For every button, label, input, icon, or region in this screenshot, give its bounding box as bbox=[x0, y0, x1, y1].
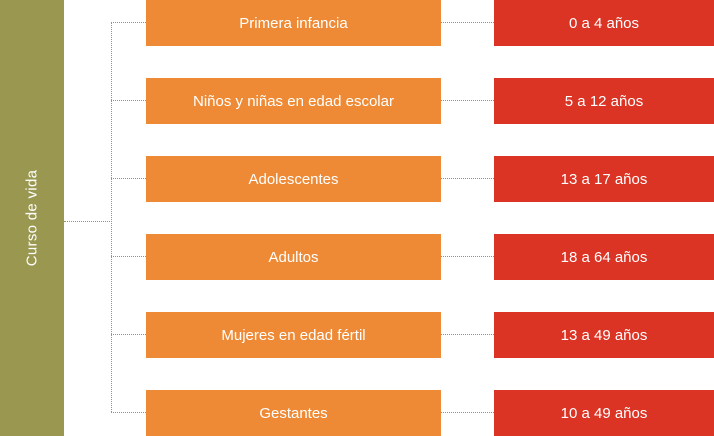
age-range-label: 5 a 12 años bbox=[564, 92, 644, 110]
branch-connector bbox=[111, 22, 146, 23]
life-course-root-box: Curso de vida bbox=[0, 0, 64, 436]
category-label: Adolescentes bbox=[248, 170, 339, 188]
age-range-box: 10 a 49 años bbox=[494, 390, 714, 436]
branch-connector bbox=[111, 178, 146, 179]
age-range-box: 13 a 17 años bbox=[494, 156, 714, 202]
root-connector bbox=[64, 221, 112, 222]
category-label: Mujeres en edad fértil bbox=[221, 326, 366, 344]
category-label: Gestantes bbox=[259, 404, 328, 422]
age-range-box: 5 a 12 años bbox=[494, 78, 714, 124]
age-connector bbox=[441, 412, 494, 413]
life-course-root-label: Curso de vida bbox=[23, 169, 41, 267]
category-label: Niños y niñas en edad escolar bbox=[193, 92, 394, 110]
age-range-label: 18 a 64 años bbox=[560, 248, 648, 266]
branch-connector bbox=[111, 100, 146, 101]
age-range-box: 18 a 64 años bbox=[494, 234, 714, 280]
age-range-box: 0 a 4 años bbox=[494, 0, 714, 46]
age-range-box: 13 a 49 años bbox=[494, 312, 714, 358]
age-connector bbox=[441, 334, 494, 335]
category-label: Adultos bbox=[268, 248, 319, 266]
age-connector bbox=[441, 100, 494, 101]
category-box: Adolescentes bbox=[146, 156, 441, 202]
trunk-connector bbox=[111, 22, 112, 412]
branch-connector bbox=[111, 334, 146, 335]
age-range-label: 10 a 49 años bbox=[560, 404, 648, 422]
branch-connector bbox=[111, 256, 146, 257]
age-range-label: 13 a 17 años bbox=[560, 170, 648, 188]
category-box: Gestantes bbox=[146, 390, 441, 436]
branch-connector bbox=[111, 412, 146, 413]
age-range-label: 13 a 49 años bbox=[560, 326, 648, 344]
category-label: Primera infancia bbox=[239, 14, 348, 32]
category-box: Niños y niñas en edad escolar bbox=[146, 78, 441, 124]
age-connector bbox=[441, 256, 494, 257]
age-range-label: 0 a 4 años bbox=[568, 14, 640, 32]
category-box: Adultos bbox=[146, 234, 441, 280]
age-connector bbox=[441, 178, 494, 179]
category-box: Mujeres en edad fértil bbox=[146, 312, 441, 358]
age-connector bbox=[441, 22, 494, 23]
category-box: Primera infancia bbox=[146, 0, 441, 46]
